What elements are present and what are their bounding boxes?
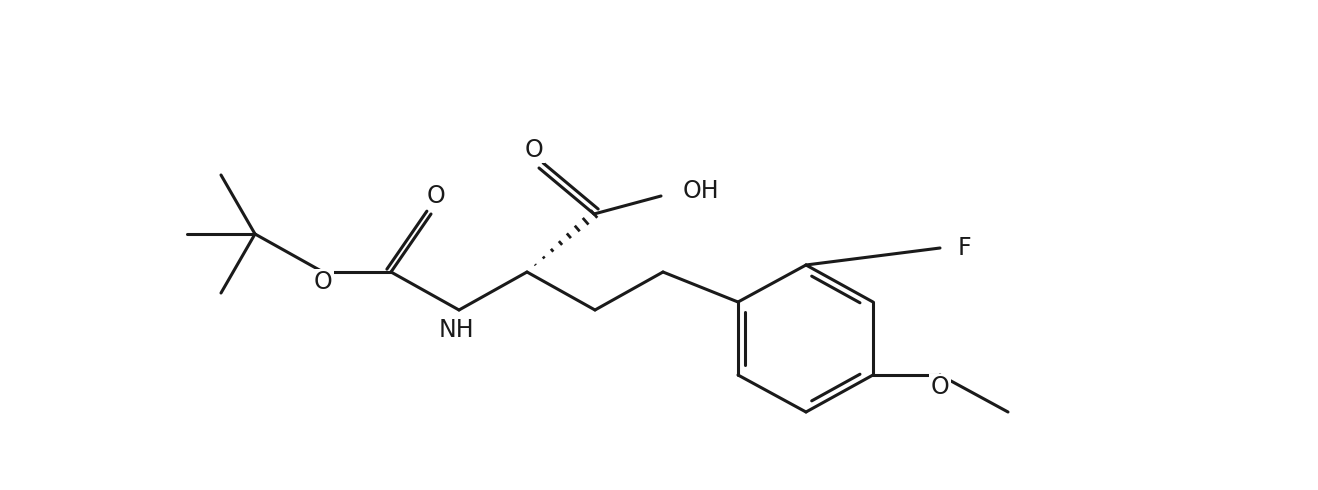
Text: O: O — [931, 375, 949, 399]
Text: OH: OH — [683, 179, 720, 203]
Text: O: O — [427, 184, 445, 208]
Text: NH: NH — [438, 318, 473, 342]
Text: O: O — [314, 270, 332, 294]
Text: O: O — [525, 138, 543, 162]
Text: F: F — [958, 236, 971, 260]
